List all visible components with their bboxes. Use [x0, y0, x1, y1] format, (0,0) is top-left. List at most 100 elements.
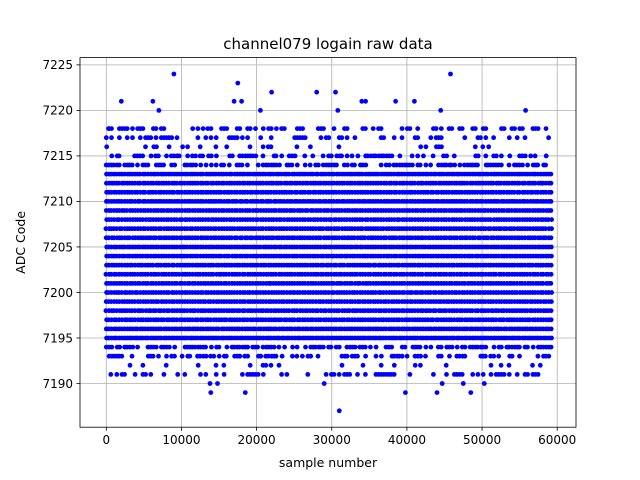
- data-point: [104, 144, 110, 150]
- data-point: [438, 126, 444, 131]
- data-point: [320, 226, 326, 232]
- data-point: [475, 153, 481, 159]
- data-point: [418, 353, 423, 359]
- data-point: [503, 226, 509, 232]
- data-point: [286, 171, 292, 177]
- data-point: [514, 372, 520, 377]
- data-point: [433, 126, 439, 131]
- data-point: [472, 144, 478, 150]
- data-point: [549, 217, 554, 223]
- chart-title: channel079 logain raw data: [223, 35, 432, 53]
- data-point: [140, 126, 146, 131]
- data-point: [169, 135, 175, 141]
- data-point: [195, 362, 201, 368]
- data-point: [459, 372, 465, 377]
- data-point: [145, 162, 151, 168]
- data-point: [532, 153, 538, 159]
- outlier-point: [335, 108, 341, 113]
- data-point: [190, 126, 196, 131]
- data-point: [242, 299, 248, 304]
- data-point: [462, 353, 468, 359]
- data-point: [161, 372, 167, 377]
- data-point: [530, 262, 535, 268]
- outlier-point: [175, 372, 181, 377]
- data-point: [501, 317, 507, 323]
- data-point: [273, 162, 279, 168]
- x-tick-label: 30000: [313, 433, 351, 447]
- data-point: [381, 135, 387, 141]
- data-point: [409, 153, 415, 159]
- data-point: [454, 235, 459, 241]
- data-point: [318, 235, 323, 241]
- data-point: [103, 226, 109, 232]
- x-tick-label: 0: [102, 433, 110, 447]
- outlier-point: [460, 381, 466, 386]
- data-point: [145, 335, 151, 341]
- data-point: [535, 126, 541, 131]
- data-point: [132, 372, 138, 377]
- data-point: [423, 353, 428, 359]
- data-point: [278, 180, 284, 186]
- data-point: [213, 162, 219, 168]
- y-tick-label: 7200: [42, 286, 73, 300]
- data-point: [454, 344, 460, 350]
- data-point: [407, 126, 413, 131]
- data-point: [373, 290, 378, 295]
- data-point: [135, 344, 141, 350]
- data-point: [549, 290, 554, 295]
- data-point: [399, 135, 405, 141]
- data-point: [140, 217, 146, 223]
- data-point: [548, 244, 554, 250]
- data-point: [483, 353, 488, 359]
- data-point: [174, 135, 180, 141]
- outlier-point: [150, 98, 156, 104]
- data-point: [548, 326, 554, 332]
- outlier-point: [235, 80, 241, 86]
- data-point: [535, 353, 541, 359]
- data-point: [127, 362, 133, 368]
- data-point: [116, 153, 122, 159]
- data-point: [234, 235, 240, 241]
- data-point: [320, 153, 326, 159]
- data-point: [345, 162, 350, 168]
- data-point: [135, 162, 140, 168]
- data-point: [549, 253, 554, 259]
- data-point: [336, 344, 342, 350]
- data-point: [352, 135, 358, 141]
- data-point: [318, 208, 323, 213]
- outlier-point: [438, 108, 444, 113]
- data-point: [477, 235, 483, 241]
- data-point: [278, 317, 284, 323]
- data-point: [428, 162, 433, 168]
- data-point: [260, 372, 266, 377]
- data-point: [514, 290, 520, 295]
- data-point: [223, 317, 229, 323]
- data-point: [174, 180, 180, 186]
- data-point: [150, 262, 156, 268]
- data-point: [472, 235, 478, 241]
- data-point: [122, 244, 127, 250]
- data-point: [184, 162, 190, 168]
- data-point: [459, 217, 465, 223]
- data-point: [195, 135, 201, 141]
- data-point: [114, 244, 119, 250]
- data-point: [176, 153, 182, 159]
- data-point: [503, 326, 509, 332]
- data-point: [289, 162, 295, 168]
- data-point: [373, 153, 378, 159]
- data-point: [315, 171, 321, 177]
- outlier-point: [258, 108, 263, 113]
- y-tick-label: 7195: [42, 331, 73, 345]
- data-point: [475, 162, 480, 168]
- data-point: [143, 372, 149, 377]
- data-point: [195, 126, 201, 131]
- data-point: [478, 135, 483, 141]
- data-point: [535, 162, 541, 168]
- data-point: [273, 153, 279, 159]
- data-point: [499, 344, 504, 350]
- data-point: [386, 162, 392, 168]
- data-point: [464, 180, 470, 186]
- data-point: [444, 372, 449, 377]
- data-point: [389, 153, 395, 159]
- data-point: [540, 281, 546, 286]
